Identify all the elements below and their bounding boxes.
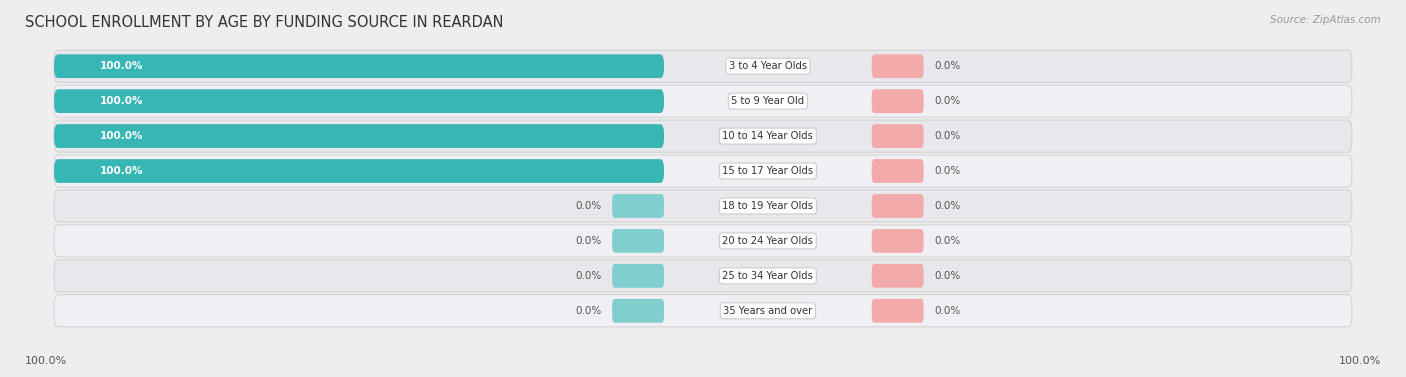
Text: 100.0%: 100.0% [25,356,67,366]
Text: 100.0%: 100.0% [100,166,143,176]
FancyBboxPatch shape [53,120,1353,152]
Text: 0.0%: 0.0% [934,96,960,106]
FancyBboxPatch shape [53,260,1353,292]
FancyBboxPatch shape [872,229,924,253]
Text: 35 Years and over: 35 Years and over [723,306,813,316]
Text: SCHOOL ENROLLMENT BY AGE BY FUNDING SOURCE IN REARDAN: SCHOOL ENROLLMENT BY AGE BY FUNDING SOUR… [25,15,503,30]
Text: 15 to 17 Year Olds: 15 to 17 Year Olds [723,166,814,176]
Text: Source: ZipAtlas.com: Source: ZipAtlas.com [1270,15,1381,25]
FancyBboxPatch shape [53,124,664,148]
FancyBboxPatch shape [872,159,924,183]
FancyBboxPatch shape [53,155,1353,187]
Text: 10 to 14 Year Olds: 10 to 14 Year Olds [723,131,813,141]
FancyBboxPatch shape [53,225,1353,257]
FancyBboxPatch shape [53,89,664,113]
Text: 0.0%: 0.0% [934,236,960,246]
FancyBboxPatch shape [53,50,1353,82]
FancyBboxPatch shape [872,299,924,323]
FancyBboxPatch shape [612,264,664,288]
Text: 0.0%: 0.0% [934,131,960,141]
Text: 0.0%: 0.0% [575,201,602,211]
Text: 100.0%: 100.0% [100,131,143,141]
Text: 0.0%: 0.0% [934,61,960,71]
Text: 0.0%: 0.0% [934,306,960,316]
FancyBboxPatch shape [872,89,924,113]
FancyBboxPatch shape [53,190,1353,222]
FancyBboxPatch shape [872,54,924,78]
FancyBboxPatch shape [53,159,664,183]
Text: 100.0%: 100.0% [1339,356,1381,366]
FancyBboxPatch shape [872,194,924,218]
Text: 25 to 34 Year Olds: 25 to 34 Year Olds [723,271,813,281]
Text: 0.0%: 0.0% [934,271,960,281]
Text: 5 to 9 Year Old: 5 to 9 Year Old [731,96,804,106]
Text: 0.0%: 0.0% [934,166,960,176]
FancyBboxPatch shape [612,194,664,218]
Text: 0.0%: 0.0% [575,271,602,281]
FancyBboxPatch shape [53,54,664,78]
Text: 0.0%: 0.0% [575,306,602,316]
FancyBboxPatch shape [612,229,664,253]
FancyBboxPatch shape [53,85,1353,117]
Text: 0.0%: 0.0% [575,236,602,246]
FancyBboxPatch shape [872,264,924,288]
Text: 3 to 4 Year Olds: 3 to 4 Year Olds [728,61,807,71]
Text: 100.0%: 100.0% [100,61,143,71]
FancyBboxPatch shape [872,124,924,148]
Text: 0.0%: 0.0% [934,201,960,211]
Text: 100.0%: 100.0% [100,96,143,106]
Text: 18 to 19 Year Olds: 18 to 19 Year Olds [723,201,814,211]
FancyBboxPatch shape [612,299,664,323]
FancyBboxPatch shape [53,295,1353,327]
Text: 20 to 24 Year Olds: 20 to 24 Year Olds [723,236,813,246]
